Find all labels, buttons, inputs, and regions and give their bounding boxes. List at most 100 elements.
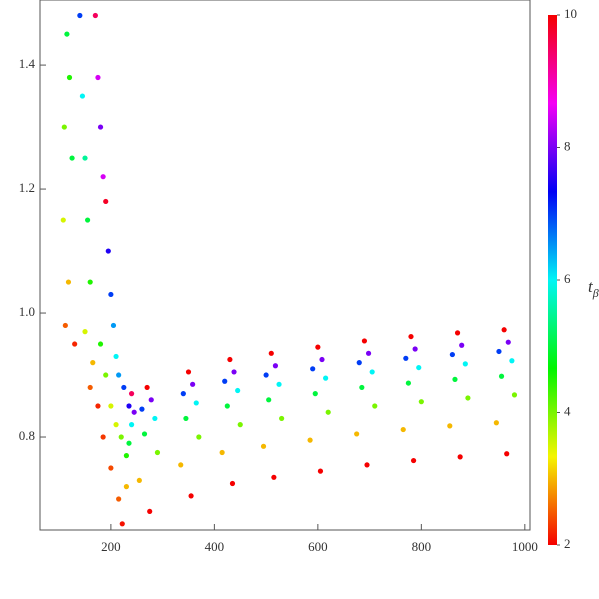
y-tick-label: 1.4 [19, 56, 36, 71]
point [505, 339, 511, 345]
point [139, 406, 145, 412]
point [85, 217, 91, 223]
point [188, 493, 194, 499]
colorbar-tick-label: 4 [564, 403, 571, 418]
point [323, 375, 329, 381]
point [498, 373, 505, 379]
colorbar-tick-label: 6 [564, 271, 571, 286]
point [136, 477, 142, 484]
point [110, 322, 117, 329]
points [60, 12, 518, 527]
point [113, 422, 119, 428]
point [62, 322, 68, 329]
point [449, 351, 455, 358]
point [113, 353, 119, 360]
point [95, 74, 101, 81]
point [224, 403, 230, 409]
point [121, 384, 127, 391]
point [90, 360, 96, 366]
point [100, 174, 106, 180]
point [77, 12, 83, 19]
point [260, 443, 267, 449]
point [118, 434, 124, 440]
point [408, 333, 414, 340]
point [312, 391, 318, 397]
point [190, 381, 196, 387]
point [60, 217, 66, 223]
point [457, 454, 463, 460]
point [123, 484, 130, 490]
point [268, 350, 274, 356]
point [116, 372, 122, 378]
y-tick-label: 0.8 [19, 428, 35, 443]
point [511, 392, 518, 398]
colorbar [548, 15, 557, 545]
point [459, 342, 465, 348]
point [365, 350, 372, 356]
point [185, 369, 192, 375]
point [152, 415, 158, 422]
point [144, 384, 150, 391]
point [64, 31, 70, 37]
point [229, 480, 236, 487]
point [105, 248, 111, 254]
point [462, 361, 468, 367]
point [501, 327, 507, 333]
point [97, 124, 104, 130]
point [317, 468, 324, 474]
point [196, 434, 202, 440]
point [87, 279, 93, 285]
point [454, 330, 461, 336]
point [222, 378, 228, 384]
x-tick-label: 600 [308, 539, 328, 554]
point [496, 348, 502, 355]
point [418, 399, 424, 405]
point [237, 422, 243, 428]
point [416, 364, 422, 371]
point [103, 198, 109, 205]
point [219, 449, 225, 456]
x-tick-label: 200 [101, 539, 121, 554]
point [465, 395, 471, 401]
point [72, 341, 78, 347]
point [361, 338, 368, 344]
point [180, 391, 186, 397]
point [276, 381, 282, 387]
point [412, 346, 418, 352]
x-tick-label: 1000 [512, 539, 538, 554]
point [319, 356, 325, 363]
point [227, 356, 233, 363]
point [141, 431, 148, 437]
point [103, 372, 109, 378]
point [272, 363, 279, 369]
point [356, 360, 362, 366]
point [183, 415, 189, 422]
point [369, 369, 375, 375]
point [263, 372, 269, 378]
point [61, 124, 67, 130]
point [82, 155, 88, 161]
x-tick-label: 400 [205, 539, 225, 554]
point [325, 409, 331, 415]
point [307, 437, 313, 443]
point [354, 431, 360, 437]
point [279, 415, 285, 422]
point [452, 376, 458, 382]
point [315, 344, 321, 350]
point [128, 422, 135, 428]
point [504, 451, 510, 457]
y-tick-label: 1.0 [19, 304, 35, 319]
colorbar-tick-label: 10 [564, 6, 577, 21]
colorbar-tick-label: 2 [564, 536, 571, 551]
point [509, 358, 515, 364]
point [126, 403, 132, 409]
point [147, 508, 153, 515]
point [92, 12, 98, 19]
point [65, 279, 72, 285]
point [403, 355, 409, 361]
point [69, 155, 75, 161]
point [410, 457, 417, 464]
colorbar-label: tβ [588, 277, 599, 300]
colorbar-label-sub: β [592, 286, 599, 300]
